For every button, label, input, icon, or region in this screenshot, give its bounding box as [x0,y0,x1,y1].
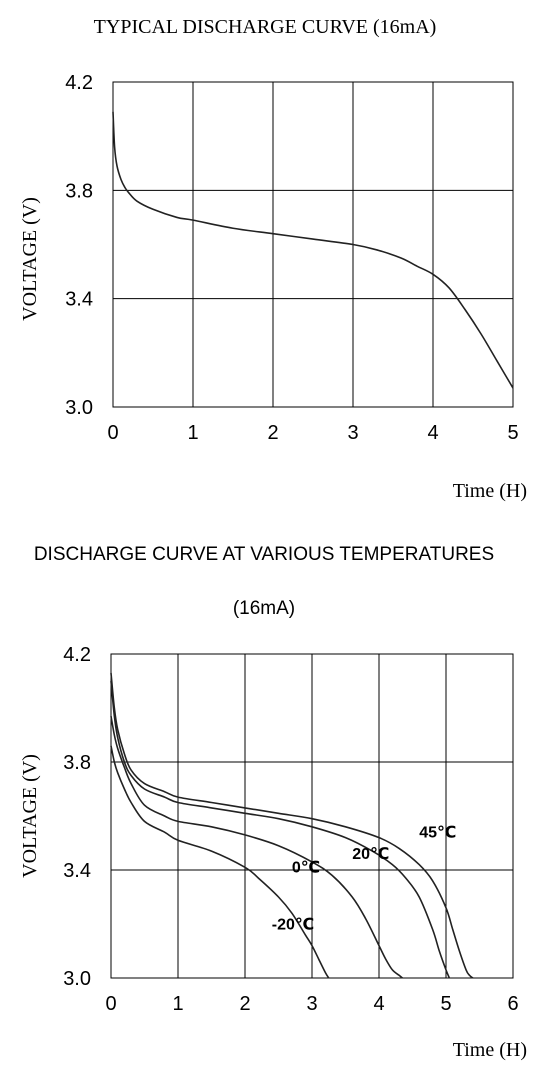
y-tick-label: 3.4 [63,860,91,882]
chart1-series [112,111,514,389]
chart2-grid [110,653,514,979]
chart1-ylabel: VOLTAGE (V) [19,197,41,321]
x-tick-label: 0 [105,993,116,1015]
y-tick-label: 4.2 [63,644,91,666]
series-line-20 [110,680,451,979]
chart2-ylabel: VOLTAGE (V) [19,754,41,878]
x-tick-label: 3 [306,993,317,1015]
typical-discharge-chart: TYPICAL DISCHARGE CURVE (16mA) VOLTAGE (… [19,16,527,502]
x-tick-label: 0 [107,422,118,444]
x-tick-label: 1 [172,993,183,1015]
series-line--20 [110,745,330,979]
series-label: 0℃ [292,860,320,877]
y-tick-label: 4.2 [65,72,93,94]
x-tick-label: 4 [373,993,384,1015]
series-line-0 [112,111,514,389]
y-tick-label: 3.0 [65,397,93,419]
y-tick-label: 3.4 [65,289,93,311]
chart2-series [110,672,474,979]
x-tick-label: 1 [187,422,198,444]
series-line-45 [110,672,474,979]
series-line-0 [110,715,403,979]
chart1-grid [112,81,514,408]
x-tick-label: 4 [427,422,438,444]
chart2-series-labels: 45℃ 20℃ 0℃ -20℃ [272,825,457,934]
series-label: 20℃ [352,846,389,863]
series-label: -20℃ [272,916,315,933]
chart2-xlabel: Time (H) [453,1039,527,1061]
y-tick-label: 3.8 [65,180,93,202]
x-tick-label: 6 [507,993,518,1015]
plot-frame [112,81,514,408]
series-label: 45℃ [419,825,456,842]
chart2-title: DISCHARGE CURVE AT VARIOUS TEMPERATURES [34,544,494,565]
y-tick-label: 3.0 [63,968,91,990]
x-tick-label: 5 [440,993,451,1015]
x-tick-label: 2 [239,993,250,1015]
y-tick-label: 3.8 [63,752,91,774]
chart2-tick-labels: 0 1 2 3 4 5 6 3.0 3.4 3.8 4.2 [63,644,518,1015]
chart1-xlabel: Time (H) [453,480,527,502]
temperature-discharge-chart: DISCHARGE CURVE AT VARIOUS TEMPERATURES … [19,544,527,1061]
chart1-tick-labels: 0 1 2 3 4 5 3.0 3.4 3.8 4.2 [65,72,518,444]
x-tick-label: 3 [347,422,358,444]
x-tick-label: 5 [507,422,518,444]
chart2-subtitle: (16mA) [233,598,295,619]
x-tick-label: 2 [267,422,278,444]
chart1-title: TYPICAL DISCHARGE CURVE (16mA) [94,16,437,38]
